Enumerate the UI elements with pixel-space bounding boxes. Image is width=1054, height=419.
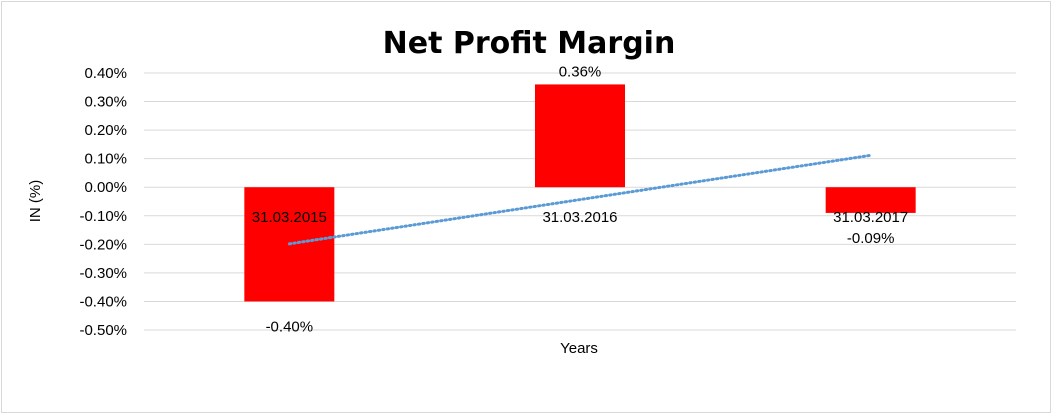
y-axis-tick-labels: 0.40% 0.30% 0.20% 0.10% 0.00% -0.10% -0.20% -0.… [79,65,127,339]
y-tick-label: 0.20% [84,122,127,139]
y-tick-label: -0.50% [79,322,127,339]
trendline-layer [287,153,873,246]
bar-31.03.2016 [535,84,625,188]
category-labels: 31.03.2015 31.03.2016 31.03.2017 [252,209,908,226]
data-label: -0.40% [266,318,314,335]
data-label: 0.36% [559,63,602,80]
y-tick-label: -0.20% [79,236,127,253]
data-labels: -0.40% 0.36% -0.09% [266,63,895,335]
bar-31.03.2017 [825,187,916,213]
net-profit-margin-chart: Net Profit Margin 0.40%0.30%0.20%0.10%0.… [27,26,1016,357]
chart-frame: Net Profit Margin 0.40% 0.30% 0.20% 0.10% 0.… [1,1,1051,413]
trendline [287,153,873,246]
y-tick-label: 0.40% [84,65,127,82]
y-tick-label: 0.00% [84,179,127,196]
category-label: 31.03.2017 [833,209,908,226]
y-tick-label: -0.30% [79,265,127,282]
chart-title: Net Profit Margin [383,26,676,61]
y-tick-label: -0.40% [79,293,127,310]
category-label: 31.03.2015 [252,209,327,226]
y-tick-label: -0.10% [79,208,127,225]
y-axis-title: IN (%) [27,180,44,223]
y-tick-label: 0.30% [84,94,127,111]
y-tick-label: 0.10% [84,151,127,168]
category-label: 31.03.2016 [542,209,617,226]
bars [244,84,916,302]
data-label: -0.09% [847,230,895,247]
x-axis-title: Years [560,340,598,357]
